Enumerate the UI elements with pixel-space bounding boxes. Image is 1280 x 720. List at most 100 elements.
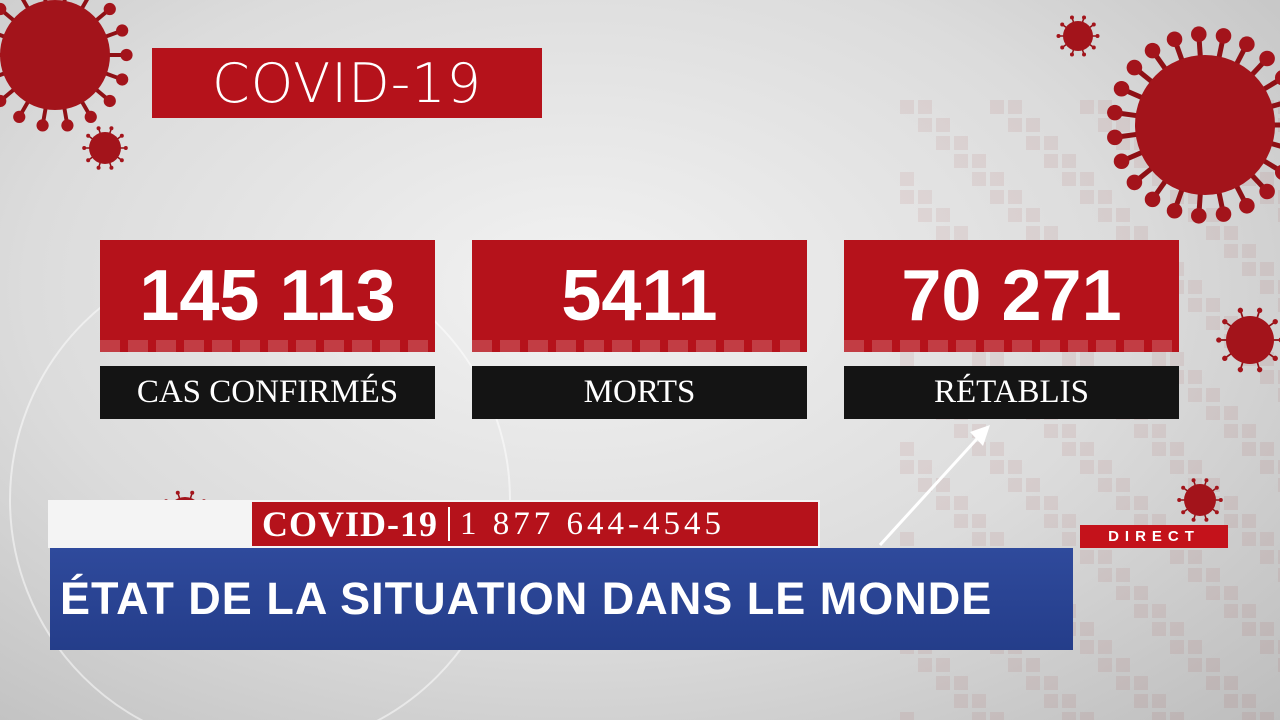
grid-texture: [1224, 244, 1238, 258]
virus-tip: [175, 490, 180, 495]
virus-tip: [1256, 367, 1263, 373]
grid-texture: [1260, 370, 1274, 384]
virus-tip: [103, 2, 116, 16]
title: COVID-19: [212, 51, 482, 115]
virus-tip: [1060, 45, 1065, 50]
grid-texture: [1188, 280, 1202, 294]
virus-tip: [86, 158, 91, 163]
virus-body: [1184, 484, 1216, 516]
grid-texture: [1224, 514, 1238, 528]
grid-texture: [1188, 658, 1202, 672]
virus-tip: [1095, 34, 1100, 38]
grid-texture: [1026, 226, 1040, 240]
grid-texture: [1062, 352, 1076, 366]
grid-texture: [1116, 496, 1130, 510]
grid-texture: [1242, 442, 1256, 456]
virus-tip: [1274, 165, 1280, 180]
grid-texture: [1098, 640, 1112, 654]
grid-texture: [972, 442, 986, 456]
virus-tip: [1256, 307, 1263, 313]
grid-texture: [1098, 460, 1112, 474]
grid-texture: [1080, 352, 1094, 366]
ticker-separator: [448, 507, 450, 541]
grid-texture: [1170, 550, 1184, 564]
stat-label-box: RÉTABLIS: [844, 366, 1179, 419]
grid-texture: [1044, 676, 1058, 690]
grid-texture: [1224, 676, 1238, 690]
virus-body: [0, 0, 110, 110]
virus-tip: [1191, 26, 1207, 42]
grid-texture: [990, 190, 1004, 204]
grid-texture: [1206, 406, 1220, 420]
virus-tip: [0, 2, 7, 16]
grid-texture: [1062, 424, 1076, 438]
grid-texture: [1044, 514, 1058, 528]
grid-texture: [1278, 550, 1280, 564]
grid-texture: [1098, 190, 1112, 204]
virus-tip: [1215, 28, 1232, 44]
virus-tip: [1126, 174, 1143, 191]
grid-texture: [972, 712, 986, 720]
grid-texture: [1152, 352, 1166, 366]
virus-tip: [109, 165, 114, 170]
title-box: COVID-19: [152, 48, 542, 118]
live-badge: DIRECT: [1080, 525, 1228, 548]
grid-texture: [1008, 208, 1022, 222]
grid-texture: [900, 172, 914, 186]
grid-texture: [1152, 622, 1166, 636]
grid-texture: [1026, 118, 1040, 132]
grid-texture: [1206, 586, 1220, 600]
grid-texture: [1206, 226, 1220, 240]
grid-texture: [900, 442, 914, 456]
virus-tip: [1191, 208, 1207, 224]
grid-texture: [918, 658, 932, 672]
grid-texture: [1116, 586, 1130, 600]
grid-texture: [1098, 478, 1112, 492]
grid-texture: [1260, 550, 1274, 564]
virus-tip: [109, 126, 114, 131]
virus-tip: [1091, 45, 1096, 50]
grid-texture: [990, 460, 1004, 474]
grid-texture: [900, 352, 914, 366]
grid-texture: [1044, 154, 1058, 168]
grid-texture: [990, 442, 1004, 456]
virus-tip: [1113, 153, 1130, 170]
virus: [0, 0, 133, 132]
virus-tip: [1181, 510, 1186, 515]
grid-texture: [1134, 226, 1148, 240]
grid-texture: [900, 190, 914, 204]
stat-value: 5411: [561, 256, 718, 336]
grid-texture: [1044, 136, 1058, 150]
grid-texture: [1080, 622, 1094, 636]
ticker: COVID-19 1 877 644-4545: [252, 502, 818, 546]
virus-tip: [1214, 510, 1219, 515]
grid-texture: [918, 460, 932, 474]
virus-tip: [1259, 50, 1275, 67]
grid-texture: [1116, 478, 1130, 492]
grid-texture: [1008, 658, 1022, 672]
grid-texture: [900, 712, 914, 720]
grid-texture: [1242, 604, 1256, 618]
grid-texture: [954, 676, 968, 690]
grid-texture: [1260, 442, 1274, 456]
grid-texture: [1260, 280, 1274, 294]
grid-texture: [1008, 118, 1022, 132]
grid-texture: [1278, 568, 1280, 582]
grid-texture: [1278, 640, 1280, 654]
grid-texture: [1170, 352, 1184, 366]
grid-texture: [1098, 550, 1112, 564]
virus: [1216, 307, 1280, 373]
grid-texture: [1026, 478, 1040, 492]
virus-tip: [1274, 70, 1280, 85]
stat-label-box: CAS CONFIRMÉS: [100, 366, 435, 419]
grid-texture: [1098, 568, 1112, 582]
virus-tip: [82, 146, 87, 150]
virus-body: [89, 132, 121, 164]
grid-texture: [900, 460, 914, 474]
grid-texture: [1260, 172, 1274, 186]
grid-texture: [936, 208, 950, 222]
grid-texture: [1080, 712, 1094, 720]
grid-texture: [1026, 496, 1040, 510]
virus-tip: [1181, 485, 1186, 490]
virus-tip: [1056, 34, 1061, 38]
